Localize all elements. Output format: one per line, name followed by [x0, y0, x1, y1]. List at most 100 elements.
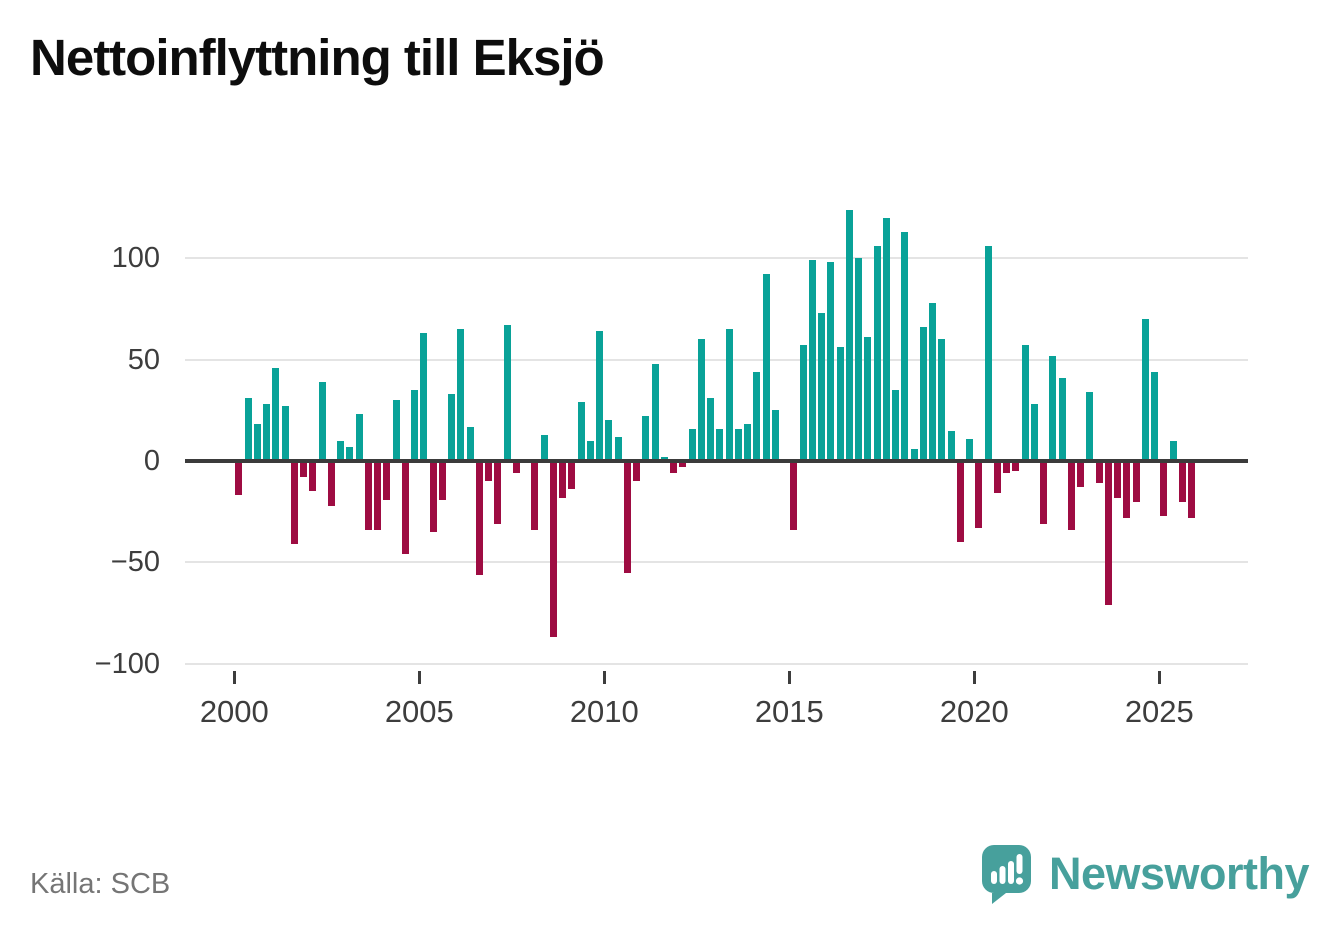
x-axis: 2000 2005 2010 2015 2020 2025: [185, 694, 1248, 734]
bar-2016-Q1: [827, 262, 835, 461]
bar-2012-Q3: [697, 339, 705, 461]
bar-2024-Q1: [1123, 461, 1131, 518]
bar-2009-Q2: [577, 402, 585, 461]
bar-2019-Q3: [956, 461, 964, 543]
x-tick-label: 2010: [569, 694, 639, 729]
bar-2010-Q1: [605, 420, 613, 461]
bar-2014-Q3: [771, 410, 779, 461]
x-tick-mark: [972, 671, 976, 684]
bar-2005-Q1: [420, 333, 428, 461]
bar-2004-Q3: [401, 461, 409, 555]
bar-2003-Q4: [374, 461, 382, 530]
bar-2021-Q2: [1021, 345, 1029, 461]
bar-2008-Q4: [559, 461, 567, 498]
newsworthy-logo-icon: [980, 843, 1033, 905]
bar-2018-Q3: [919, 327, 927, 461]
bar-2006-Q1: [457, 329, 465, 461]
bar-2003-Q2: [355, 414, 363, 461]
bar-2019-Q1: [938, 339, 946, 461]
bar-2019-Q4: [966, 438, 974, 461]
bar-2018-Q2: [910, 448, 918, 461]
bar-2002-Q3: [327, 461, 335, 506]
bar-2018-Q1: [901, 231, 909, 461]
chart-title: Nettoinflyttning till Eksjö: [30, 29, 605, 86]
bar-2015-Q2: [799, 345, 807, 461]
x-tick-mark: [1157, 671, 1161, 684]
bar-2006-Q4: [485, 461, 493, 482]
bar-2008-Q1: [531, 461, 539, 530]
bar-2025-Q2: [1169, 440, 1177, 461]
bar-2008-Q2: [540, 434, 548, 461]
bar-2021-Q1: [1012, 461, 1020, 472]
bar-2022-Q3: [1067, 461, 1075, 530]
y-tick-label: 50: [127, 343, 160, 376]
y-tick-label: −100: [94, 647, 160, 680]
bar-2018-Q4: [929, 302, 937, 461]
bar-2005-Q4: [448, 394, 456, 461]
bar-2017-Q3: [882, 217, 890, 461]
x-tick-label: 2005: [384, 694, 454, 729]
bar-2022-Q2: [1058, 377, 1066, 461]
bar-2015-Q3: [808, 260, 816, 461]
bar-2007-Q1: [494, 461, 502, 524]
bar-2019-Q2: [947, 430, 955, 461]
bar-2009-Q1: [568, 461, 576, 490]
bar-2022-Q1: [1049, 355, 1057, 461]
bar-2024-Q3: [1141, 319, 1149, 461]
bar-2001-Q1: [272, 367, 280, 461]
bar-2009-Q4: [596, 331, 604, 461]
bar-2012-Q1: [679, 461, 687, 468]
x-tick-mark: [232, 671, 236, 684]
zero-axis-line: [185, 459, 1248, 463]
bar-2004-Q4: [411, 390, 419, 461]
bar-2011-Q3: [660, 456, 668, 461]
bar-2017-Q4: [892, 390, 900, 461]
bar-2013-Q3: [734, 428, 742, 461]
gridline: [185, 561, 1248, 564]
x-tick-label: 2020: [939, 694, 1009, 729]
bar-2020-Q3: [993, 461, 1001, 494]
bar-2004-Q1: [383, 461, 391, 500]
bar-2021-Q4: [1040, 461, 1048, 524]
bar-2006-Q3: [475, 461, 483, 575]
source-note: Källa: SCB: [30, 868, 171, 900]
bar-2017-Q1: [864, 337, 872, 461]
bar-2015-Q4: [818, 312, 826, 461]
bar-2001-Q2: [281, 406, 289, 461]
gridline: [185, 358, 1248, 361]
gridline: [185, 662, 1248, 665]
bar-2010-Q4: [633, 461, 641, 482]
bar-2006-Q2: [466, 426, 474, 461]
x-tick-label: 2015: [754, 694, 824, 729]
bar-2016-Q3: [845, 209, 853, 461]
bar-2023-Q2: [1095, 461, 1103, 484]
bar-2016-Q4: [855, 258, 863, 461]
bar-2014-Q1: [753, 371, 761, 461]
bar-2003-Q1: [346, 446, 354, 461]
brand-footer: Newsworthy: [980, 843, 1310, 905]
bar-2013-Q1: [716, 428, 724, 461]
bar-2023-Q1: [1086, 392, 1094, 461]
bar-2011-Q4: [670, 461, 678, 474]
bar-2024-Q4: [1151, 371, 1159, 461]
bar-2020-Q4: [1003, 461, 1011, 474]
x-tick-label: 2025: [1124, 694, 1194, 729]
y-tick-label: −50: [110, 546, 160, 579]
bar-2013-Q2: [725, 329, 733, 461]
y-axis: 100 50 0 −50 −100: [30, 180, 160, 690]
bar-2000-Q1: [235, 461, 243, 496]
bar-2011-Q1: [642, 416, 650, 461]
bar-2023-Q3: [1104, 461, 1112, 605]
x-tick-mark: [602, 671, 606, 684]
bar-2001-Q4: [300, 461, 308, 478]
bar-2021-Q3: [1030, 404, 1038, 461]
bar-2004-Q2: [392, 400, 400, 461]
bar-2020-Q1: [975, 461, 983, 528]
bar-2025-Q3: [1178, 461, 1186, 502]
bar-2002-Q1: [309, 461, 317, 492]
bar-2016-Q2: [836, 347, 844, 461]
bar-2000-Q3: [253, 424, 261, 461]
bar-2005-Q2: [429, 461, 437, 532]
bar-2009-Q3: [586, 440, 594, 461]
